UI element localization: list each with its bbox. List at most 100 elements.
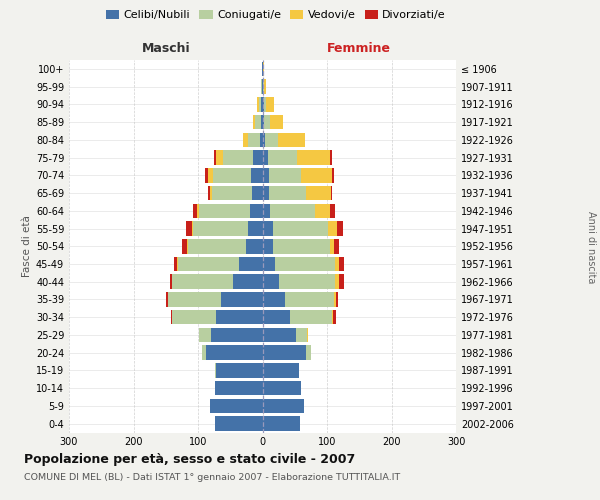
Bar xyxy=(261,97,263,112)
Bar xyxy=(257,97,259,112)
Bar xyxy=(243,132,248,147)
Bar xyxy=(263,363,299,378)
Bar xyxy=(338,274,344,289)
Bar xyxy=(270,115,283,130)
Bar xyxy=(253,115,256,130)
Bar xyxy=(263,62,264,76)
Bar xyxy=(266,97,274,112)
Bar xyxy=(335,256,339,272)
Bar xyxy=(264,80,266,94)
Bar xyxy=(263,346,307,360)
Bar xyxy=(216,150,223,165)
Bar xyxy=(263,310,290,324)
Bar xyxy=(248,221,263,236)
Bar xyxy=(215,381,263,396)
Bar xyxy=(333,310,336,324)
Bar xyxy=(269,186,307,200)
Bar xyxy=(202,346,206,360)
Bar xyxy=(278,132,305,147)
Bar xyxy=(263,168,269,182)
Bar xyxy=(216,310,263,324)
Legend: Celibi/Nubili, Coniugati/e, Vedovi/e, Divorziati/e: Celibi/Nubili, Coniugati/e, Vedovi/e, Di… xyxy=(101,6,451,25)
Bar xyxy=(329,239,334,254)
Bar xyxy=(270,204,316,218)
Bar xyxy=(331,186,332,200)
Bar xyxy=(199,204,250,218)
Bar xyxy=(263,150,268,165)
Bar xyxy=(278,274,335,289)
Bar xyxy=(205,168,208,182)
Text: Maschi: Maschi xyxy=(142,42,190,54)
Bar xyxy=(263,328,296,342)
Bar xyxy=(296,150,330,165)
Text: Femmine: Femmine xyxy=(327,42,391,54)
Bar xyxy=(332,168,334,182)
Bar xyxy=(170,274,172,289)
Bar xyxy=(265,132,278,147)
Bar xyxy=(223,150,253,165)
Bar xyxy=(252,186,263,200)
Bar xyxy=(209,398,263,413)
Bar xyxy=(263,132,265,147)
Bar xyxy=(337,221,343,236)
Bar xyxy=(186,221,192,236)
Bar xyxy=(215,416,263,431)
Bar xyxy=(216,363,263,378)
Bar xyxy=(263,221,273,236)
Bar xyxy=(339,256,344,272)
Bar xyxy=(262,80,263,94)
Bar xyxy=(246,239,263,254)
Bar xyxy=(263,186,269,200)
Bar xyxy=(273,221,328,236)
Text: Anni di nascita: Anni di nascita xyxy=(586,212,596,284)
Bar xyxy=(174,256,178,272)
Bar xyxy=(285,292,334,306)
Bar xyxy=(251,168,263,182)
Bar xyxy=(193,204,197,218)
Bar xyxy=(301,168,332,182)
Bar xyxy=(264,97,266,112)
Bar xyxy=(259,97,261,112)
Bar xyxy=(260,80,261,94)
Bar xyxy=(265,115,270,130)
Bar xyxy=(199,328,211,342)
Bar xyxy=(256,115,260,130)
Bar xyxy=(261,80,262,94)
Bar xyxy=(208,186,209,200)
Bar xyxy=(268,150,296,165)
Bar xyxy=(260,132,263,147)
Bar xyxy=(215,363,216,378)
Bar xyxy=(193,221,248,236)
Bar xyxy=(212,186,252,200)
Bar xyxy=(273,239,329,254)
Bar xyxy=(197,204,199,218)
Bar xyxy=(239,256,263,272)
Bar xyxy=(253,150,263,165)
Bar xyxy=(263,381,301,396)
Bar xyxy=(188,239,246,254)
Bar xyxy=(242,132,243,147)
Bar xyxy=(171,310,172,324)
Bar xyxy=(263,97,264,112)
Bar xyxy=(206,346,263,360)
Bar xyxy=(329,204,335,218)
Bar xyxy=(262,62,263,76)
Bar xyxy=(209,186,212,200)
Text: Popolazione per età, sesso e stato civile - 2007: Popolazione per età, sesso e stato civil… xyxy=(24,452,355,466)
Bar xyxy=(166,292,167,306)
Bar xyxy=(263,204,270,218)
Bar xyxy=(336,292,338,306)
Bar xyxy=(172,274,233,289)
Bar xyxy=(208,168,214,182)
Bar xyxy=(334,239,339,254)
Bar xyxy=(275,256,335,272)
Bar xyxy=(269,168,301,182)
Bar xyxy=(307,186,331,200)
Bar xyxy=(211,328,263,342)
Bar xyxy=(290,310,332,324)
Bar xyxy=(233,274,263,289)
Bar xyxy=(178,256,239,272)
Text: COMUNE DI MEL (BL) - Dati ISTAT 1° gennaio 2007 - Elaborazione TUTTITALIA.IT: COMUNE DI MEL (BL) - Dati ISTAT 1° genna… xyxy=(24,472,400,482)
Bar xyxy=(167,292,221,306)
Bar xyxy=(307,328,308,342)
